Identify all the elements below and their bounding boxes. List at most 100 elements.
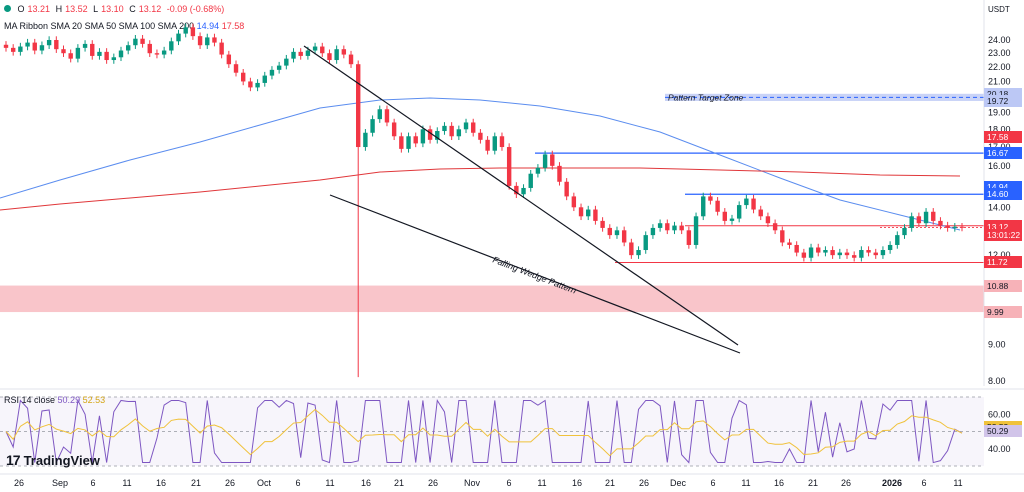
candle-body [492, 136, 497, 151]
candle [327, 49, 332, 64]
rsi-header[interactable]: RSI 14 close 50.29 52.53 [4, 395, 105, 405]
candle-body [808, 247, 814, 258]
time-tick-label: 21 [808, 478, 818, 488]
candle-body [693, 216, 699, 245]
time-tick-label: 6 [90, 478, 95, 488]
candle [578, 203, 584, 221]
candle-body [909, 216, 914, 228]
candle [442, 122, 447, 135]
candle [923, 208, 929, 227]
target-zone [665, 93, 984, 101]
time-tick-label: 21 [394, 478, 404, 488]
time-tick-label: 6 [710, 478, 715, 488]
candle-body [542, 154, 548, 168]
candle-body [722, 211, 727, 221]
candle [715, 197, 720, 216]
candle-body [679, 225, 684, 231]
candle-body [830, 250, 835, 256]
candle [176, 29, 181, 46]
candle-body [514, 185, 519, 195]
candle-body [887, 244, 893, 251]
candle [722, 208, 727, 225]
currency-label[interactable]: USDT [988, 5, 1010, 14]
time-tick-label: 2026 [882, 478, 902, 488]
candle-body [61, 49, 66, 54]
candle-body [341, 49, 347, 55]
candle-body [758, 209, 763, 217]
candle-body [765, 216, 771, 224]
candle-body [427, 129, 433, 140]
candle [291, 48, 296, 63]
candle-body [269, 69, 275, 76]
candle-body [327, 53, 332, 61]
candle-body [873, 252, 878, 256]
candle [851, 251, 857, 262]
candle-body [607, 227, 612, 236]
candle [82, 40, 88, 52]
candle [629, 238, 634, 259]
ma-ribbon-header[interactable]: MA Ribbon SMA 20 SMA 50 SMA 100 SMA 200 … [4, 21, 244, 31]
candle-body [97, 51, 102, 56]
candle-body [578, 207, 584, 217]
candle [686, 226, 692, 249]
ma-ribbon-params: SMA 20 SMA 50 SMA 100 SMA 200 [50, 21, 195, 31]
candle [736, 201, 742, 223]
candle-body [614, 230, 620, 236]
time-tick-label: 11 [325, 478, 334, 488]
candle-body [844, 252, 850, 256]
candle-body [895, 235, 900, 245]
candle [485, 136, 490, 155]
time-tick-label: 11 [953, 478, 962, 488]
candle-body [701, 196, 706, 217]
candle [816, 243, 821, 257]
candle-body [133, 38, 138, 46]
support-zone [0, 285, 984, 313]
candle [169, 37, 174, 55]
candle [701, 192, 706, 221]
close-label: C [129, 4, 136, 14]
candle-body [226, 54, 232, 65]
time-tick-label: 16 [572, 478, 582, 488]
candle [241, 69, 246, 86]
wedge-lower-line [329, 194, 741, 354]
sma100-value: 14.94 [196, 21, 220, 31]
candle [643, 231, 648, 254]
candle [837, 248, 843, 259]
candle [190, 23, 196, 40]
candle [312, 42, 318, 55]
candle-body [952, 226, 958, 228]
price-tick-label: 18.00 [988, 124, 1011, 134]
price-label-badge: 11.72 [984, 256, 1022, 269]
time-tick-label: 16 [361, 478, 371, 488]
candle-body [248, 81, 253, 88]
candle [550, 150, 555, 170]
candle [68, 49, 73, 63]
candle [959, 223, 965, 232]
candle [449, 122, 454, 141]
candle [248, 77, 253, 92]
candle [420, 125, 426, 148]
candle [161, 46, 167, 59]
tradingview-wordmark: TradingView [23, 452, 100, 468]
candle [205, 33, 210, 49]
candle-body [485, 139, 490, 151]
candle-body [420, 129, 426, 144]
time-tick-label: 16 [774, 478, 784, 488]
candle [111, 53, 117, 64]
candle-body [82, 43, 88, 48]
candle-body [54, 40, 59, 50]
candle [952, 223, 958, 232]
candle-body [356, 64, 361, 148]
candle-body [305, 50, 311, 56]
candle [600, 217, 605, 232]
close-value: 13.12 [138, 4, 162, 14]
price-tick-label: 17.00 [988, 142, 1011, 152]
candle [183, 23, 188, 38]
candle [226, 50, 232, 68]
candle [356, 60, 361, 378]
candle [650, 224, 656, 239]
price-tick-label: 8.00 [988, 376, 1006, 386]
candle [413, 132, 418, 148]
candle-body [499, 136, 505, 148]
